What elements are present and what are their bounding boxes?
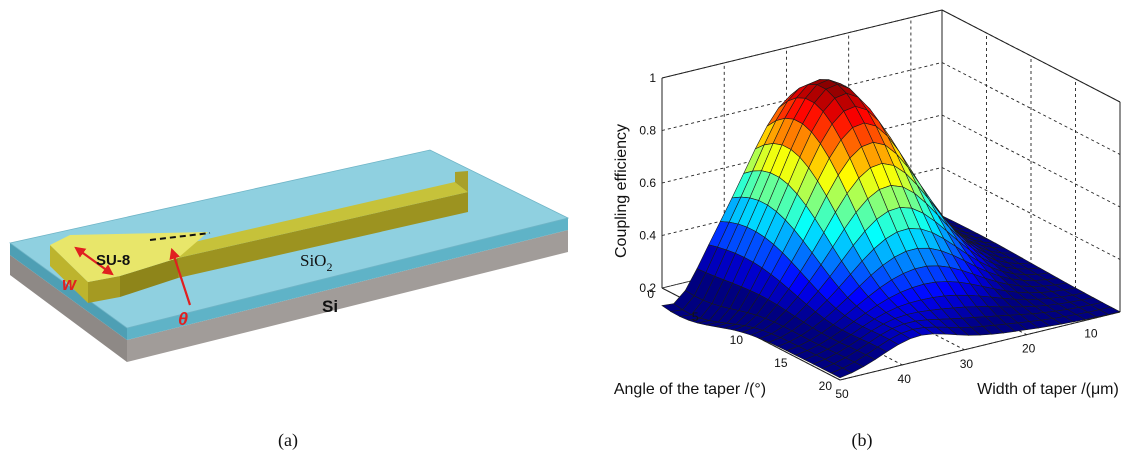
waveguide-ridge-top xyxy=(168,182,468,258)
si-label: Si xyxy=(322,297,338,316)
z-tick-label: 0.4 xyxy=(639,229,656,243)
axis-edge xyxy=(839,311,1121,381)
x-tick-label: 20 xyxy=(1022,342,1036,356)
si-substrate-side xyxy=(10,255,127,362)
sio2-layer-side xyxy=(10,243,127,340)
angle-arrow xyxy=(169,247,192,306)
y-axis-label: Angle of the taper /(°) xyxy=(614,381,766,398)
surface-cell xyxy=(830,367,853,379)
si-substrate-front xyxy=(127,230,568,362)
sio2-label: SiO2 xyxy=(300,251,332,274)
axis-edge xyxy=(941,9,1121,103)
waveguide-schematic: SU-8 w θ SiO2 Si (a) xyxy=(9,149,570,451)
taper-side-front xyxy=(88,276,120,303)
y-tick-label: 15 xyxy=(774,356,788,370)
angle-label: θ xyxy=(178,309,188,329)
x-tick-label: 50 xyxy=(835,387,849,401)
panel-b-caption: (b) xyxy=(852,430,873,451)
z-tick-label: 1 xyxy=(649,71,656,85)
surface-mesh xyxy=(661,79,1121,379)
waveguide-ridge-side xyxy=(178,192,468,278)
x-axis-label: Width of taper /(μm) xyxy=(977,381,1119,398)
taper-side-left xyxy=(50,245,88,303)
width-label: w xyxy=(62,274,77,294)
angle-reference-dashed-line xyxy=(149,232,211,241)
x-tick-label: 40 xyxy=(898,372,912,386)
panel-a-caption: (a) xyxy=(278,430,298,451)
z-tick-label: 0.2 xyxy=(639,281,656,295)
taper-side-slope xyxy=(120,258,178,297)
su8-label: SU-8 xyxy=(96,252,130,269)
waveguide-ridge-end-face xyxy=(455,171,468,192)
z-tick-label: 0.8 xyxy=(639,124,656,138)
z-axis-label: Coupling efficiency xyxy=(613,124,630,258)
axis-edge xyxy=(661,9,943,79)
y-tick-label: 20 xyxy=(819,379,833,393)
sio2-layer-front xyxy=(127,218,568,340)
y-tick-label: 10 xyxy=(730,333,744,347)
z-tick-label: 0.6 xyxy=(639,176,656,190)
y-tick-label: 5 xyxy=(692,310,699,324)
y-tick-label: 0 xyxy=(647,287,654,301)
x-tick-label: 30 xyxy=(960,357,974,371)
x-tick-label: 10 xyxy=(1084,327,1098,341)
width-arrow xyxy=(74,246,114,276)
